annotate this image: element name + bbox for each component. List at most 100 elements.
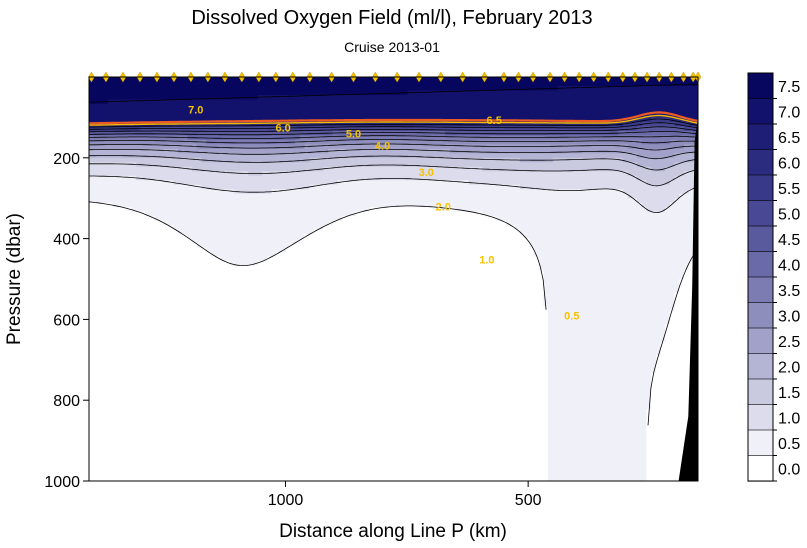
field-cell xyxy=(276,207,282,213)
field-cell xyxy=(229,261,235,267)
field-cell xyxy=(220,135,226,141)
field-cell xyxy=(238,211,245,217)
field-cell xyxy=(168,184,174,190)
field-cell xyxy=(234,431,240,437)
field-cell xyxy=(168,247,174,253)
field-cell xyxy=(220,148,226,154)
field-cell xyxy=(299,207,306,213)
field-cell xyxy=(299,270,306,276)
field-cell xyxy=(131,418,137,424)
field-cell xyxy=(210,314,217,320)
field-cell xyxy=(93,350,99,356)
field-cell xyxy=(238,99,245,105)
field-cell xyxy=(337,368,343,374)
field-cell xyxy=(107,292,114,298)
field-cell xyxy=(196,418,203,424)
field-cell xyxy=(206,112,212,118)
field-cell xyxy=(131,467,137,473)
field-cell xyxy=(159,472,165,478)
field-cell xyxy=(285,319,292,325)
field-cell xyxy=(290,431,296,437)
field-cell xyxy=(210,409,217,415)
field-cell xyxy=(332,431,338,437)
field-cell xyxy=(168,413,174,419)
field-cell xyxy=(323,261,329,267)
field-cell xyxy=(332,216,338,222)
field-cell xyxy=(313,220,320,226)
field-cell xyxy=(281,225,287,231)
field-cell xyxy=(182,171,188,177)
field-cell xyxy=(192,341,198,347)
field-cell xyxy=(224,409,231,415)
field-cell xyxy=(206,377,212,383)
field-cell xyxy=(163,180,170,186)
field-cell xyxy=(154,225,160,231)
field-cell xyxy=(327,476,334,481)
field-cell xyxy=(267,112,273,118)
field-cell xyxy=(304,81,310,87)
field-cell xyxy=(89,180,95,186)
field-cell xyxy=(229,139,235,145)
field-cell xyxy=(304,359,310,365)
field-cell xyxy=(154,368,160,374)
field-cell xyxy=(290,368,296,374)
field-cell xyxy=(243,391,249,397)
field-cell xyxy=(154,198,160,204)
field-cell xyxy=(173,346,179,352)
field-cell xyxy=(243,454,249,460)
field-cell xyxy=(201,337,207,343)
field-cell xyxy=(309,368,315,374)
field-cell xyxy=(159,328,165,334)
field-cell xyxy=(220,279,226,285)
field-cell xyxy=(309,243,315,249)
field-cell xyxy=(98,265,104,271)
field-cell xyxy=(206,283,212,289)
field-cell xyxy=(131,229,137,235)
field-cell xyxy=(281,355,287,361)
field-cell xyxy=(257,153,263,159)
field-cell xyxy=(173,355,179,361)
field-cell xyxy=(267,234,273,240)
field-cell xyxy=(234,314,240,320)
field-cell xyxy=(192,332,198,338)
field-cell xyxy=(220,292,226,298)
field-cell xyxy=(107,162,114,168)
field-cell xyxy=(210,225,217,231)
field-cell xyxy=(89,171,95,177)
field-cell xyxy=(201,449,207,455)
field-cell xyxy=(290,126,296,132)
field-cell xyxy=(145,404,151,410)
field-cell xyxy=(107,395,114,401)
field-cell xyxy=(248,364,254,370)
field-cell xyxy=(107,422,114,428)
field-cell xyxy=(178,130,184,136)
field-cell xyxy=(267,202,273,208)
field-cell xyxy=(117,189,123,195)
field-cell xyxy=(98,184,104,190)
field-cell xyxy=(313,279,320,285)
field-cell xyxy=(145,184,151,190)
field-cell xyxy=(201,243,207,249)
field-cell xyxy=(267,270,273,276)
field-cell xyxy=(248,261,254,267)
field-cell xyxy=(299,216,306,222)
field-cell xyxy=(117,175,123,181)
field-cell xyxy=(173,112,179,118)
field-cell xyxy=(327,225,334,231)
field-cell xyxy=(243,319,249,325)
field-cell xyxy=(257,85,263,92)
field-cell xyxy=(262,395,268,401)
field-cell xyxy=(318,323,324,329)
field-cell xyxy=(271,386,277,392)
field-cell xyxy=(159,229,165,235)
field-cell xyxy=(121,377,128,383)
field-cell xyxy=(140,148,146,154)
field-cell xyxy=(145,252,151,258)
field-cell xyxy=(229,148,235,154)
field-cell xyxy=(103,382,109,388)
field-cell xyxy=(135,112,142,118)
field-cell xyxy=(131,139,137,145)
field-cell xyxy=(145,413,151,419)
field-cell xyxy=(149,90,156,96)
field-cell xyxy=(309,382,315,388)
